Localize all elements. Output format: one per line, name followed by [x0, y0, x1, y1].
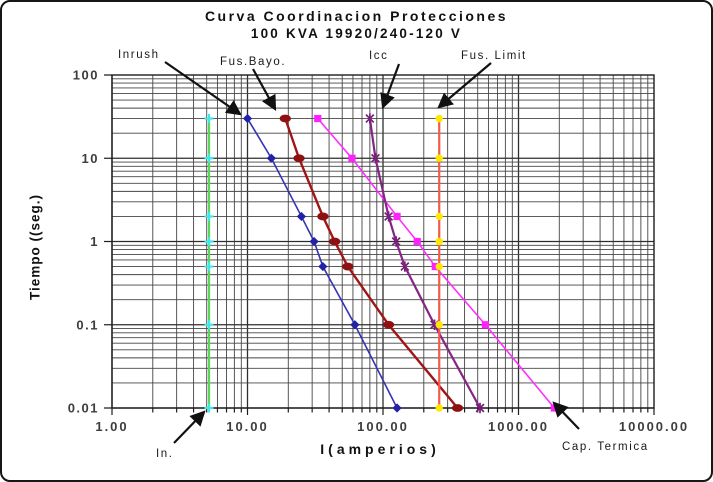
marker-fus-bayo — [279, 114, 291, 123]
annotation-arrow-fus-bayo — [252, 68, 277, 112]
marker-inrush — [266, 153, 276, 163]
series-fus-limit — [435, 114, 443, 412]
marker-fus-bayo — [329, 237, 341, 246]
annotation-arrow-fus-limit — [437, 62, 492, 109]
marker-in — [204, 211, 214, 221]
annotation-label-cap-termica: Cap. Termica — [562, 441, 649, 453]
marker-icc — [384, 211, 394, 222]
marker-fus-bayo — [317, 212, 329, 221]
annotation-fus-bayo: Fus.Bayo. — [220, 56, 286, 112]
marker-in — [204, 153, 214, 163]
marker-fus-limit — [435, 404, 443, 412]
annotation-label-inrush: Inrush — [118, 49, 160, 61]
marker-icc — [370, 153, 380, 164]
marker-fus-bayo — [342, 262, 354, 271]
annotation-inrush: Inrush — [118, 49, 242, 116]
marker-cap-termica — [431, 262, 439, 271]
marker-in — [204, 403, 214, 413]
marker-icc — [400, 261, 410, 272]
annotation-arrow-in — [173, 410, 206, 444]
marker-in — [204, 237, 214, 246]
annotation-arrow-inrush — [164, 61, 242, 116]
series-fus-bayo — [279, 114, 464, 412]
marker-cap-termica — [348, 154, 356, 162]
marker-icc — [365, 113, 375, 124]
marker-fus-limit — [435, 262, 443, 271]
annotation-arrow-cap-termica — [552, 401, 580, 430]
marker-cap-termica — [314, 114, 322, 123]
y-tick-label: 10 — [82, 151, 99, 166]
annotation-arrow-icc — [380, 63, 401, 110]
marker-cap-termica — [413, 237, 421, 246]
marker-inrush — [318, 261, 328, 272]
marker-fus-limit — [435, 154, 443, 162]
marker-fus-limit — [435, 237, 443, 246]
x-tick-label: 1000.00 — [488, 419, 549, 434]
annotation-in: In. — [156, 410, 206, 460]
series-icc — [365, 113, 485, 414]
marker-fus-limit — [435, 321, 443, 329]
annotation-fus-limit: Fus. Limit — [437, 50, 527, 109]
marker-fus-bayo — [293, 154, 305, 163]
y-tick-label: 0.01 — [68, 401, 99, 416]
x-tick-label: 1.00 — [95, 419, 128, 434]
series-in — [204, 114, 214, 413]
grid — [111, 75, 654, 409]
marker-inrush — [309, 236, 319, 247]
annotation-label-fus-limit: Fus. Limit — [461, 50, 527, 62]
annotation-cap-termica: Cap. Termica — [552, 401, 649, 453]
chart-title: Curva Coordinacion Protecciones — [204, 8, 509, 24]
marker-cap-termica — [393, 212, 401, 221]
x-tick-label: 10.00 — [226, 419, 269, 434]
x-axis-label: I(amperios) — [320, 441, 440, 457]
marker-in — [204, 262, 214, 272]
annotation-icc: Icc — [369, 50, 401, 110]
marker-in — [204, 320, 214, 330]
marker-cap-termica — [481, 321, 490, 329]
marker-in — [204, 114, 214, 124]
axis-ticks — [104, 74, 655, 415]
marker-fus-bayo — [383, 320, 395, 329]
y-tick-label: 100 — [73, 68, 99, 83]
x-tick-label: 100.00 — [357, 419, 409, 434]
marker-icc — [475, 402, 485, 414]
x-tick-label: 10000.00 — [619, 419, 689, 434]
tick-labels: 1.00 10.00 100.00 1000.00 10000.00 100 10 1 0.1 0… — [68, 68, 689, 435]
chart-subtitle: 100 KVA 19920/240-120 V — [250, 26, 463, 41]
y-tick-label: 0.1 — [76, 317, 99, 332]
marker-icc — [391, 236, 401, 247]
annotation-label-in: In. — [156, 448, 174, 460]
marker-inrush — [296, 211, 307, 222]
annotation-label-fus-bayo: Fus.Bayo. — [220, 56, 286, 68]
marker-fus-bayo — [451, 404, 464, 412]
series-inrush — [242, 113, 402, 413]
marker-inrush — [350, 320, 360, 330]
annotation-label-icc: Icc — [369, 50, 389, 62]
marker-fus-limit — [435, 114, 443, 123]
y-tick-label: 1 — [90, 234, 99, 249]
marker-inrush — [392, 403, 402, 413]
marker-fus-limit — [435, 212, 443, 221]
marker-inrush — [242, 113, 253, 124]
